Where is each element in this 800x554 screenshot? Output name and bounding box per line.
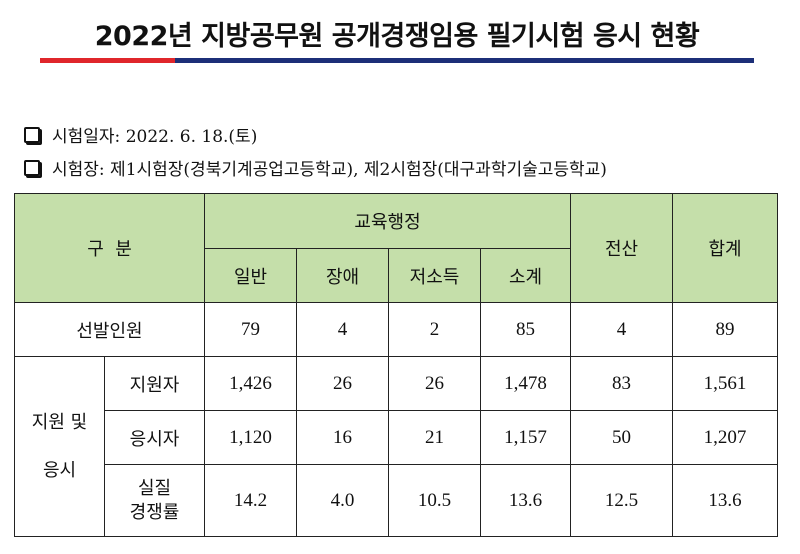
cell-value: 1,478 <box>480 356 572 411</box>
title-underline-red <box>40 58 175 63</box>
cell-value: 1,157 <box>480 410 572 465</box>
cell-value: 1,561 <box>672 356 779 411</box>
header-disabled: 장애 <box>296 248 390 303</box>
cell-value: 4 <box>570 302 674 357</box>
header-low-income: 저소득 <box>388 248 482 303</box>
title-area: 2022년 지방공무원 공개경쟁임용 필기시험 응시 현황 <box>40 0 754 63</box>
cell-value: 89 <box>672 302 779 357</box>
header-subtotal: 소계 <box>480 248 572 303</box>
row-label-selected: 선발인원 <box>13 302 206 357</box>
cell-value: 14.2 <box>204 464 298 537</box>
cell-value: 4 <box>296 302 390 357</box>
header-total: 합계 <box>672 193 779 303</box>
checkbox-bullet-icon <box>24 126 40 143</box>
cell-value: 26 <box>296 356 390 411</box>
checkbox-bullet-icon <box>24 159 40 176</box>
exam-stats-table: 구 분 교육행정 전산 합계 일반 장애 저소득 소계 선발인원 79 4 2 … <box>13 193 779 537</box>
cell-value: 4.0 <box>296 464 390 537</box>
row-label-applicants: 지원자 <box>103 356 206 411</box>
cell-value: 85 <box>480 302 572 357</box>
table-row-examinees: 응시자 1,120 16 21 1,157 50 1,207 <box>15 410 779 465</box>
cell-value: 50 <box>570 410 674 465</box>
row-label-ratio: 실질 경쟁률 <box>103 464 206 537</box>
exam-date-text: 시험일자: 2022. 6. 18.(토) <box>52 127 258 147</box>
cell-value: 2 <box>388 302 482 357</box>
header-general: 일반 <box>204 248 298 303</box>
header-education-admin: 교육행정 <box>204 193 572 249</box>
cell-value: 79 <box>204 302 298 357</box>
cell-value: 26 <box>388 356 482 411</box>
exam-date-line: 시험일자: 2022. 6. 18.(토) <box>22 122 257 147</box>
cell-value: 13.6 <box>480 464 572 537</box>
cell-value: 12.5 <box>570 464 674 537</box>
cell-value: 83 <box>570 356 674 411</box>
exam-venue-line: 시험장: 제1시험장(경북기계공업고등학교), 제2시험장(대구과학기술고등학교… <box>22 155 607 180</box>
row-label-examinees: 응시자 <box>103 410 206 465</box>
table-row-ratio: 실질 경쟁률 14.2 4.0 10.5 13.6 12.5 13.6 <box>15 464 779 537</box>
cell-value: 1,426 <box>204 356 298 411</box>
cell-value: 13.6 <box>672 464 779 537</box>
page-title: 2022년 지방공무원 공개경쟁임용 필기시험 응시 현황 <box>94 21 700 52</box>
table-row-selected: 선발인원 79 4 2 85 4 89 <box>13 302 779 357</box>
title-underline-navy <box>175 58 754 63</box>
title-underline <box>40 58 754 63</box>
cell-value: 16 <box>296 410 390 465</box>
header-computing: 전산 <box>570 193 674 303</box>
table-row-applicants: 지원 및 응시 지원자 1,426 26 26 1,478 83 1,561 <box>14 356 779 537</box>
cell-value: 1,207 <box>672 410 779 465</box>
cell-value: 10.5 <box>388 464 482 537</box>
exam-venue-text: 시험장: 제1시험장(경북기계공업고등학교), 제2시험장(대구과학기술고등학교… <box>52 160 607 180</box>
cell-value: 1,120 <box>204 410 298 465</box>
header-category: 구 분 <box>13 193 206 303</box>
cell-value: 21 <box>388 410 482 465</box>
row-group-label: 지원 및 응시 <box>14 356 105 537</box>
